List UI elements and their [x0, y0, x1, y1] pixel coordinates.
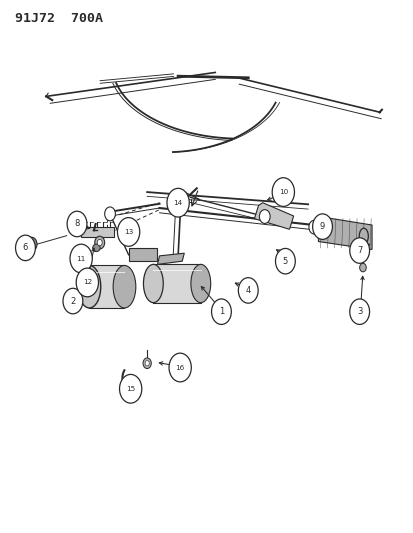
Ellipse shape	[78, 265, 100, 308]
Circle shape	[70, 244, 92, 273]
Circle shape	[166, 188, 189, 217]
Circle shape	[67, 211, 87, 237]
Text: 12: 12	[83, 279, 92, 286]
Text: 15: 15	[126, 386, 135, 392]
Ellipse shape	[113, 265, 135, 308]
Circle shape	[26, 237, 37, 251]
Text: 2: 2	[70, 296, 75, 305]
Circle shape	[259, 209, 269, 223]
Polygon shape	[81, 227, 114, 237]
Circle shape	[271, 177, 294, 206]
Circle shape	[63, 288, 83, 314]
Text: 3: 3	[356, 307, 361, 316]
Text: 7: 7	[356, 246, 361, 255]
Polygon shape	[318, 217, 371, 249]
Circle shape	[76, 268, 98, 297]
Circle shape	[95, 236, 104, 249]
Ellipse shape	[190, 264, 210, 303]
Text: 14: 14	[173, 200, 182, 206]
Circle shape	[349, 299, 369, 325]
Text: 91J72  700A: 91J72 700A	[15, 12, 103, 26]
Circle shape	[119, 222, 126, 231]
Text: 4: 4	[245, 286, 250, 295]
Circle shape	[312, 214, 332, 239]
Polygon shape	[128, 248, 157, 261]
Polygon shape	[153, 264, 200, 303]
Circle shape	[349, 238, 369, 263]
Circle shape	[16, 235, 35, 261]
Ellipse shape	[143, 264, 163, 303]
Circle shape	[169, 353, 191, 382]
Text: 6: 6	[23, 244, 28, 253]
Circle shape	[174, 195, 185, 208]
Text: 8: 8	[74, 220, 80, 229]
Circle shape	[119, 374, 142, 403]
Circle shape	[211, 299, 231, 325]
Ellipse shape	[93, 244, 100, 252]
Circle shape	[145, 361, 149, 366]
Polygon shape	[254, 203, 293, 229]
Circle shape	[143, 358, 151, 368]
Text: 16: 16	[175, 365, 184, 370]
Ellipse shape	[358, 228, 368, 244]
Text: 9: 9	[319, 222, 324, 231]
Circle shape	[275, 248, 294, 274]
Text: 5: 5	[282, 257, 287, 265]
Circle shape	[104, 207, 115, 221]
Text: 13: 13	[123, 229, 133, 235]
Circle shape	[238, 278, 258, 303]
Text: 10: 10	[278, 189, 287, 195]
Polygon shape	[89, 265, 124, 308]
Text: 1: 1	[218, 307, 223, 316]
Text: 11: 11	[76, 255, 85, 262]
Circle shape	[97, 239, 102, 246]
Circle shape	[308, 220, 319, 234]
Circle shape	[117, 217, 140, 246]
Polygon shape	[157, 253, 184, 264]
Circle shape	[359, 263, 366, 272]
